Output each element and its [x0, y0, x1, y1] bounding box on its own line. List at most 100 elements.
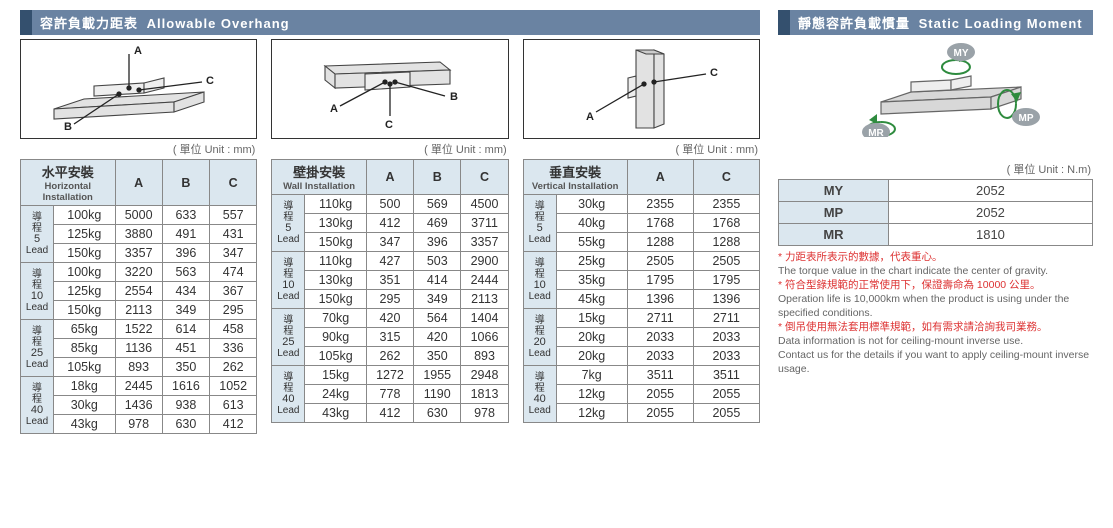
data-cell: 2055 [693, 385, 759, 404]
overhang-table: 垂直安裝Vertical InstallationAC導程5Lead30kg23… [523, 159, 760, 423]
data-cell: 420 [414, 328, 461, 347]
data-cell: 412 [366, 214, 413, 233]
data-cell: 491 [162, 225, 209, 244]
moment-table: MY2052MP2052MR1810 [778, 179, 1093, 246]
data-cell: 262 [366, 347, 413, 366]
lead-cell: 導程25Lead [21, 320, 54, 377]
data-cell: 3511 [693, 366, 759, 385]
data-cell: 105kg [305, 347, 366, 366]
col-header: C [461, 160, 508, 195]
data-cell: 350 [414, 347, 461, 366]
col-header: A [366, 160, 413, 195]
data-cell: 431 [210, 225, 257, 244]
data-cell: 70kg [305, 309, 366, 328]
data-cell: 5000 [115, 206, 162, 225]
data-cell: 613 [210, 396, 257, 415]
data-cell: 43kg [54, 415, 115, 434]
data-cell: 569 [414, 195, 461, 214]
data-cell: 7kg [556, 366, 627, 385]
data-cell: 2711 [693, 309, 759, 328]
data-cell: 295 [366, 290, 413, 309]
lead-cell: 導程10Lead [21, 263, 54, 320]
col-header: B [162, 160, 209, 206]
table-row: 150kg2953492113 [272, 290, 508, 309]
overhang-header-en: Allowable Overhang [147, 16, 290, 31]
data-cell: 978 [461, 404, 508, 423]
svg-text:A: A [134, 45, 142, 57]
table-row: 導程5Lead100kg5000633557 [21, 206, 257, 225]
data-cell: 469 [414, 214, 461, 233]
note-line: The torque value in the chart indicate t… [778, 264, 1093, 278]
install-header: 水平安裝Horizontal Installation [21, 160, 116, 206]
data-cell: 1066 [461, 328, 508, 347]
data-cell: 2033 [693, 347, 759, 366]
table-row: 150kg2113349295 [21, 301, 257, 320]
data-cell: 1136 [115, 339, 162, 358]
lead-cell: 導程40Lead [21, 377, 54, 434]
notes-block: * 力距表所表示的數據，代表重心。The torque value in the… [778, 250, 1093, 376]
table-row: 125kg3880491431 [21, 225, 257, 244]
moment-val: 1810 [888, 224, 1092, 246]
table-row: 90kg3154201066 [272, 328, 508, 347]
data-cell: 1288 [693, 233, 759, 252]
data-cell: 15kg [556, 309, 627, 328]
data-cell: 396 [414, 233, 461, 252]
overhang-header: 容許負載力距表 Allowable Overhang [20, 10, 760, 35]
data-cell: 2900 [461, 252, 508, 271]
data-cell: 30kg [556, 195, 627, 214]
data-cell: 633 [162, 206, 209, 225]
moment-key: MP [779, 202, 889, 224]
unit-label: ( 單位 Unit : mm) [523, 141, 758, 157]
data-cell: 125kg [54, 225, 115, 244]
moment-val: 2052 [888, 202, 1092, 224]
data-cell: 2055 [693, 404, 759, 423]
data-cell: 2033 [693, 328, 759, 347]
data-cell: 1272 [366, 366, 413, 385]
moment-val: 2052 [888, 180, 1092, 202]
note-line: Data information is not for ceiling-moun… [778, 334, 1093, 348]
orientation-diagram: A B C [271, 39, 508, 139]
data-cell: 2505 [627, 252, 693, 271]
data-cell: 1396 [627, 290, 693, 309]
data-cell: 2505 [693, 252, 759, 271]
data-cell: 30kg [54, 396, 115, 415]
data-cell: 150kg [305, 290, 366, 309]
table-row: 導程40Lead15kg127219552948 [272, 366, 508, 385]
moment-header: 靜態容許負載慣量 Static Loading Moment [778, 10, 1093, 35]
data-cell: 349 [162, 301, 209, 320]
data-cell: 1813 [461, 385, 508, 404]
overhang-column: A B C ( 單位 Unit : mm)壁掛安裝Wall Installati… [271, 39, 508, 434]
table-row: 150kg3473963357 [272, 233, 508, 252]
moment-label-mp: MP [1018, 113, 1033, 124]
data-cell: 85kg [54, 339, 115, 358]
data-cell: 978 [115, 415, 162, 434]
data-cell: 434 [162, 282, 209, 301]
install-header: 垂直安裝Vertical Installation [523, 160, 627, 195]
moment-row: MP2052 [779, 202, 1093, 224]
data-cell: 2033 [627, 347, 693, 366]
svg-text:C: C [385, 119, 393, 131]
data-cell: 65kg [54, 320, 115, 339]
data-cell: 150kg [54, 301, 115, 320]
table-row: 導程25Lead70kg4205641404 [272, 309, 508, 328]
table-row: 導程40Lead18kg244516161052 [21, 377, 257, 396]
table-row: 導程25Lead65kg1522614458 [21, 320, 257, 339]
table-row: 導程10Lead25kg25052505 [523, 252, 759, 271]
data-cell: 55kg [556, 233, 627, 252]
lead-cell: 導程40Lead [523, 366, 556, 423]
data-cell: 25kg [556, 252, 627, 271]
lead-cell: 導程40Lead [272, 366, 305, 423]
moment-row: MY2052 [779, 180, 1093, 202]
data-cell: 150kg [305, 233, 366, 252]
unit-label: ( 單位 Unit : mm) [271, 141, 506, 157]
overhang-column: A C B ( 單位 Unit : mm)水平安裝Horizontal Inst… [20, 39, 257, 434]
data-cell: 396 [162, 244, 209, 263]
data-cell: 1052 [210, 377, 257, 396]
data-cell: 367 [210, 282, 257, 301]
table-row: 55kg12881288 [523, 233, 759, 252]
moment-unit-label: ( 單位 Unit : N.m) [778, 161, 1091, 177]
data-cell: 412 [210, 415, 257, 434]
lead-cell: 導程10Lead [523, 252, 556, 309]
data-cell: 1522 [115, 320, 162, 339]
data-cell: 3711 [461, 214, 508, 233]
